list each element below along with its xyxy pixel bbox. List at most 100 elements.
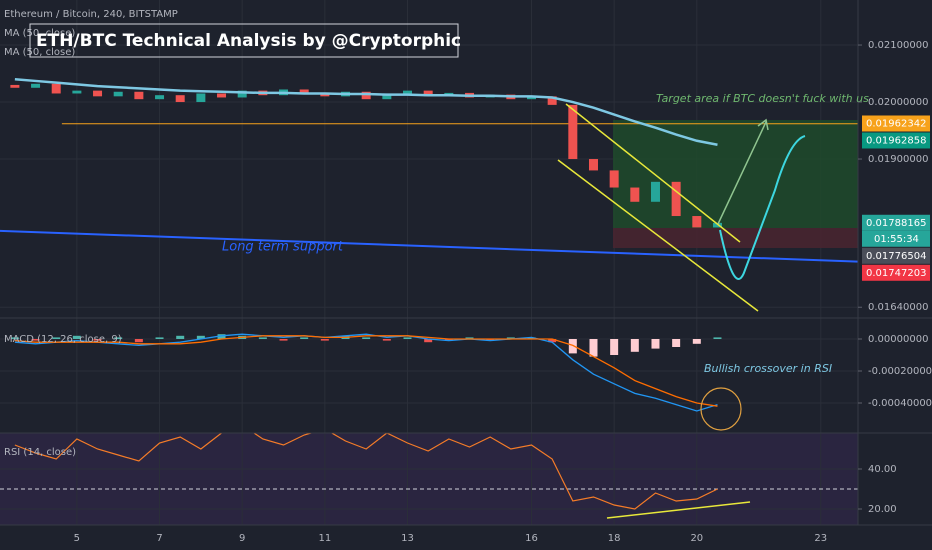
title-box (29, 23, 459, 58)
y-tick-label: 0.00000000 (868, 334, 928, 345)
candle (31, 83, 41, 88)
histogram-bar (424, 339, 433, 343)
histogram-bar (196, 335, 205, 339)
histogram-bar (672, 339, 681, 347)
candle (320, 93, 330, 97)
y-tick-label: 0.02000000 (868, 97, 928, 108)
macd-line (14, 333, 718, 412)
marks (0, 77, 859, 510)
candle (51, 83, 61, 94)
x-tick-label: 7 (156, 533, 162, 544)
price-label-bg (862, 132, 930, 149)
histogram-bar (382, 339, 391, 341)
candle (361, 91, 371, 100)
candle (650, 181, 660, 202)
candle (113, 91, 123, 97)
rsi-line (14, 433, 718, 510)
candle (237, 90, 247, 98)
candle (299, 89, 309, 94)
y-tick-label: 40.00 (868, 464, 897, 475)
price-label-bg (862, 264, 930, 281)
rsi-divergence (606, 501, 751, 519)
candle (217, 93, 227, 98)
x-tick-label: 23 (814, 533, 827, 544)
price-label-bg (862, 115, 930, 132)
crossover-circle (700, 387, 742, 431)
histogram-bar (258, 337, 267, 339)
target-box (613, 120, 858, 228)
histogram-bar (72, 335, 81, 339)
candle (93, 90, 103, 97)
histogram-bar (527, 337, 536, 339)
indicator-label: MA (50, close) (4, 47, 75, 58)
x-tick-label: 5 (74, 533, 80, 544)
countdown: 01:55:34 (874, 234, 919, 245)
histogram-bar (300, 337, 309, 339)
candle (403, 90, 413, 94)
rsi-background (0, 433, 858, 525)
price-label-bg (862, 214, 930, 231)
histogram-bar (506, 337, 515, 339)
histogram-bar (713, 337, 722, 339)
x-tick-label: 11 (318, 533, 331, 544)
candle (382, 93, 392, 100)
target-annotation: Target area if BTC doesn't fuck with us (656, 92, 869, 105)
candle (692, 216, 702, 228)
price-label-bg (862, 247, 930, 264)
histogram-bar (630, 339, 639, 352)
x-tick-label: 18 (608, 533, 621, 544)
candle (423, 90, 433, 97)
channel-top (565, 103, 741, 243)
channel-bottom (557, 159, 759, 312)
macd-line (14, 335, 718, 407)
x-tick-label: 13 (401, 533, 414, 544)
histogram-bar (568, 339, 577, 354)
x-tick-label: 20 (690, 533, 703, 544)
target-arrow (717, 118, 769, 225)
histogram-bar (114, 337, 123, 339)
histogram-bar (692, 339, 701, 344)
candle (134, 91, 144, 100)
price-label: 0.01962858 (866, 135, 926, 146)
crossover-annotation: Bullish crossover in RSI (704, 362, 832, 375)
price-label: 0.01962342 (866, 118, 926, 129)
histogram-bar (31, 339, 40, 341)
y-tick-label: 20.00 (868, 504, 897, 515)
ma-line (14, 77, 718, 147)
candle (10, 84, 20, 88)
histogram-bar (465, 337, 474, 339)
symbol-subtitle: Ethereum / Bitcoin, 240, BITSTAMP (4, 9, 178, 20)
histogram-bar (486, 339, 495, 341)
histogram-bar (10, 337, 19, 339)
candle (526, 96, 536, 100)
support-line (0, 229, 859, 263)
histogram-bar (52, 337, 61, 339)
candle (712, 222, 722, 228)
candle (568, 104, 578, 160)
candle (196, 93, 206, 103)
projection-path (719, 135, 806, 280)
y-tick-label: -0.00040000 (868, 398, 932, 409)
macd-title: MACD (12, 26, close, 9) (4, 334, 122, 345)
histogram-bar (134, 339, 143, 343)
rsi-title: RSI (14, close) (4, 447, 76, 458)
y-tick-label: 0.01900000 (868, 154, 928, 165)
histogram-bar (155, 337, 164, 339)
histogram-bar (548, 339, 557, 343)
candle (547, 96, 557, 105)
candle (630, 187, 640, 202)
candle (155, 95, 165, 100)
price-label: 0.01747203 (866, 268, 926, 279)
price-label: 0.01788165 (866, 218, 926, 229)
histogram-bar (176, 335, 185, 339)
histogram-bar (362, 337, 371, 339)
support-label: Long term support (222, 240, 344, 255)
histogram-bar (279, 339, 288, 341)
histogram-bar (610, 339, 619, 355)
candle (588, 159, 598, 171)
y-tick-label: 0.01640000 (868, 302, 928, 313)
histogram-bar (651, 339, 660, 349)
x-tick-label: 16 (525, 533, 538, 544)
candle (72, 90, 82, 94)
